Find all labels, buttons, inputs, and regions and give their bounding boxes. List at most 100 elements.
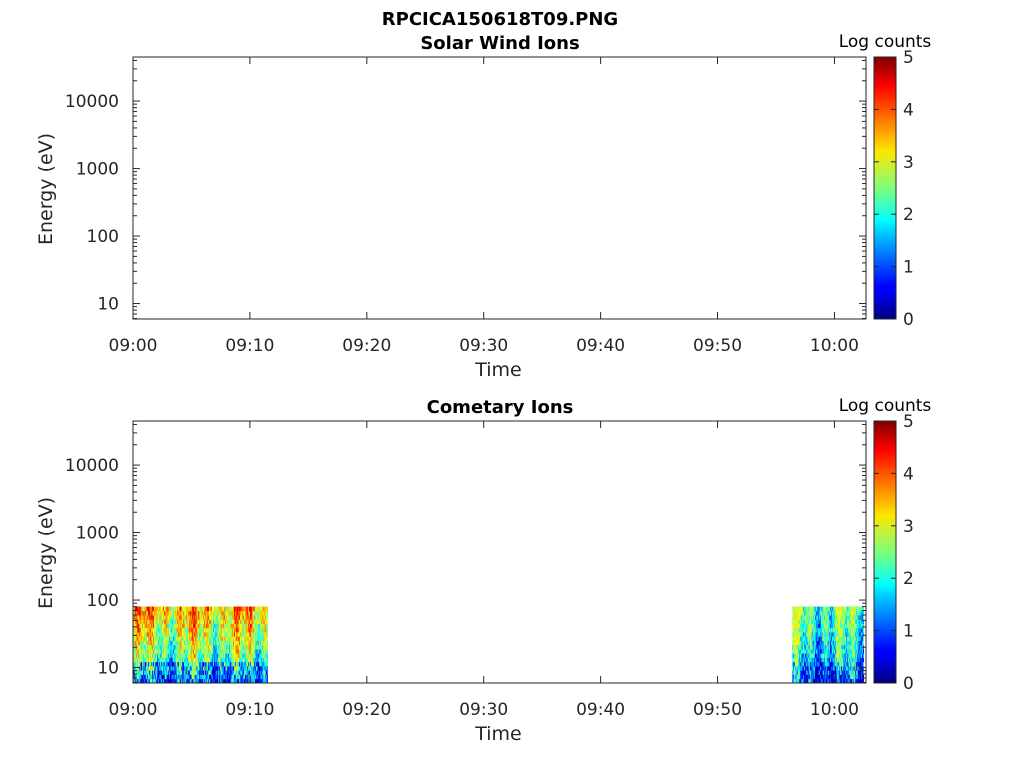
heatmap-cell: [826, 661, 828, 667]
heatmap-cell: [162, 640, 164, 646]
heatmap-cell: [170, 632, 172, 637]
heatmap-cell: [226, 644, 228, 650]
heatmap-cell: [215, 670, 217, 675]
heatmap-cell: [264, 615, 266, 620]
heatmap-cell: [206, 632, 208, 637]
heatmap-cell: [143, 653, 146, 658]
heatmap-cell: [254, 606, 257, 612]
heatmap-cell: [236, 674, 238, 680]
heatmap-cell: [854, 653, 856, 658]
heatmap-cell: [239, 670, 242, 675]
heatmap-cell: [806, 606, 808, 612]
heatmap-cell: [216, 657, 218, 663]
heatmap-cell: [208, 661, 211, 667]
heatmap-cell: [178, 640, 180, 646]
heatmap-cell: [195, 666, 197, 671]
heatmap-cell: [807, 644, 809, 650]
heatmap-cell: [161, 649, 163, 654]
heatmap-cell: [189, 636, 192, 641]
heatmap-cell: [136, 678, 138, 684]
heatmap-cell: [843, 670, 845, 675]
heatmap-cell: [839, 657, 841, 663]
heatmap-cell: [146, 653, 148, 658]
heatmap-cell: [191, 636, 193, 641]
heatmap-cell: [834, 661, 836, 667]
heatmap-cell: [811, 661, 813, 667]
heatmap-cell: [823, 640, 825, 646]
heatmap-cell: [833, 666, 835, 671]
heatmap-cell: [835, 606, 837, 612]
heatmap-cell: [169, 678, 171, 684]
heatmap-cell: [803, 619, 805, 624]
heatmap-cell: [815, 623, 817, 629]
heatmap-cell: [197, 632, 199, 637]
heatmap-cell: [167, 653, 169, 658]
heatmap-cell: [238, 678, 240, 684]
heatmap-cell: [254, 640, 257, 646]
heatmap-cell: [168, 674, 170, 680]
heatmap-cell: [815, 674, 818, 680]
heatmap-cell: [186, 674, 188, 680]
heatmap-cell: [828, 627, 830, 633]
heatmap-cell: [831, 670, 834, 675]
heatmap-cell: [202, 674, 204, 680]
heatmap-cell: [133, 627, 136, 633]
heatmap-cell: [828, 674, 830, 680]
heatmap-cell: [175, 670, 177, 675]
heatmap-cell: [254, 610, 256, 616]
heatmap-cell: [171, 610, 173, 616]
heatmap-cell: [224, 606, 227, 612]
heatmap-cell: [220, 632, 222, 637]
heatmap-cell: [862, 678, 865, 684]
heatmap-cell: [254, 666, 256, 671]
heatmap-cell: [853, 674, 855, 680]
heatmap-cell: [153, 653, 156, 658]
heatmap-cell: [242, 674, 244, 680]
heatmap-cell: [837, 619, 839, 624]
heatmap-cell: [192, 615, 194, 620]
heatmap-cell: [140, 661, 142, 667]
heatmap-cell: [826, 644, 828, 650]
heatmap-cell: [148, 657, 150, 663]
heatmap-cell: [262, 632, 264, 637]
heatmap-cell: [199, 610, 202, 616]
heatmap-cell: [166, 606, 168, 612]
heatmap-cell: [227, 632, 229, 637]
heatmap-cell: [215, 623, 217, 629]
heatmap-cell: [199, 657, 202, 663]
heatmap-cell: [188, 666, 190, 671]
heatmap-cell: [257, 632, 259, 637]
heatmap-cell: [172, 640, 174, 646]
heatmap-cell: [830, 619, 833, 624]
heatmap-cell: [172, 606, 174, 612]
heatmap-cell: [820, 653, 822, 658]
heatmap-cell: [221, 649, 223, 654]
heatmap-cell: [163, 649, 165, 654]
colorbar-tick-label: 3: [903, 153, 914, 173]
heatmap-cell: [137, 666, 139, 671]
heatmap-cell: [140, 615, 142, 620]
heatmap-cell: [188, 661, 191, 667]
heatmap-cell: [862, 610, 865, 616]
heatmap-cell: [233, 619, 235, 624]
heatmap-cell: [218, 610, 220, 616]
heatmap-cell: [228, 615, 230, 620]
heatmap-cell: [841, 636, 844, 641]
heatmap-cell: [827, 666, 829, 671]
heatmap-cell: [209, 636, 212, 641]
heatmap-cell: [149, 619, 151, 624]
heatmap-cell: [184, 615, 187, 620]
heatmap-cell: [138, 649, 141, 654]
heatmap-cell: [825, 657, 827, 663]
heatmap-cell: [260, 666, 262, 671]
heatmap-cell: [799, 653, 801, 658]
heatmap-cell: [856, 674, 859, 680]
heatmap-cell: [861, 657, 864, 663]
heatmap-cell: [196, 636, 198, 641]
heatmap-cells: [133, 606, 865, 684]
heatmap-cell: [851, 649, 853, 654]
heatmap-cell: [176, 674, 178, 680]
heatmap-cell: [179, 649, 181, 654]
heatmap-cell: [219, 615, 221, 620]
heatmap-cell: [249, 610, 252, 616]
